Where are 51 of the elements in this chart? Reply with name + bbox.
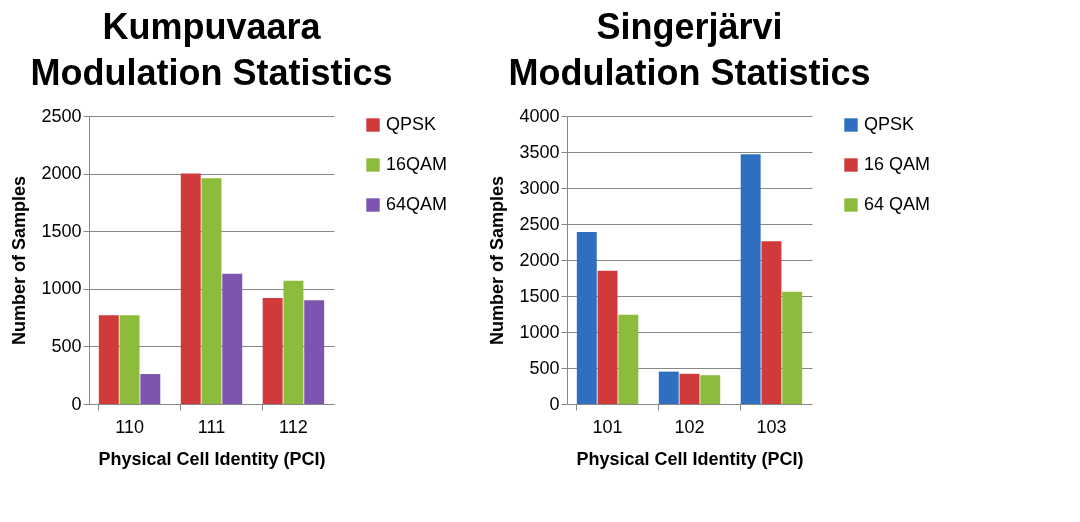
legend-label: 64 QAM: [864, 194, 931, 214]
x-tick-label: 103: [756, 416, 787, 437]
bar: [98, 315, 119, 404]
chart-title: Kumpuvaara Modulation Statistics: [30, 6, 393, 93]
legend-label: QPSK: [386, 114, 437, 134]
y-tick-label: 2500: [41, 105, 82, 126]
y-tick-label: 2000: [41, 163, 82, 184]
y-tick-label: 1000: [41, 278, 82, 299]
y-tick-label: 2000: [519, 249, 560, 270]
y-tick-label: 0: [71, 393, 82, 414]
legend-label: 64QAM: [386, 194, 448, 214]
bar: [140, 374, 161, 404]
bar: [180, 173, 201, 404]
bar: [576, 231, 597, 404]
y-tick-label: 3000: [519, 177, 560, 198]
bar: [658, 371, 679, 404]
y-tick-label: 0: [549, 393, 560, 414]
y-tick-label: 1500: [41, 220, 82, 241]
x-tick-label: 111: [197, 416, 226, 437]
y-tick-label: 500: [51, 335, 82, 356]
legend-label: QPSK: [864, 114, 915, 134]
y-tick-label: 2500: [519, 213, 560, 234]
y-tick-label: 1500: [519, 285, 560, 306]
bar: [761, 241, 782, 404]
y-tick-label: 4000: [519, 105, 560, 126]
x-tick-label: 110: [115, 416, 144, 437]
bar: [222, 273, 243, 404]
y-axis-title: Number of Samples: [9, 175, 30, 346]
bar: [700, 375, 721, 404]
bar: [201, 178, 222, 404]
bar: [782, 291, 803, 404]
legend-label: 16QAM: [386, 154, 448, 174]
legend-label: 16 QAM: [864, 154, 931, 174]
chart-title: Singerjärvi Modulation Statistics: [508, 6, 871, 93]
y-axis-title: Number of Samples: [487, 175, 508, 346]
y-tick-label: 500: [529, 357, 560, 378]
x-axis-title: Physical Cell Identity (PCI): [98, 448, 326, 469]
bar: [119, 315, 140, 404]
bar: [304, 300, 325, 404]
x-tick-label: 112: [279, 416, 308, 437]
bar: [740, 154, 761, 404]
bar: [283, 280, 304, 404]
bar: [262, 298, 283, 404]
bar: [679, 373, 700, 404]
bar: [597, 270, 618, 404]
bar: [618, 314, 639, 404]
x-tick-label: 101: [592, 416, 623, 437]
x-tick-label: 102: [674, 416, 705, 437]
y-tick-label: 1000: [519, 321, 560, 342]
y-tick-label: 3500: [519, 141, 560, 162]
x-axis-title: Physical Cell Identity (PCI): [576, 448, 804, 469]
